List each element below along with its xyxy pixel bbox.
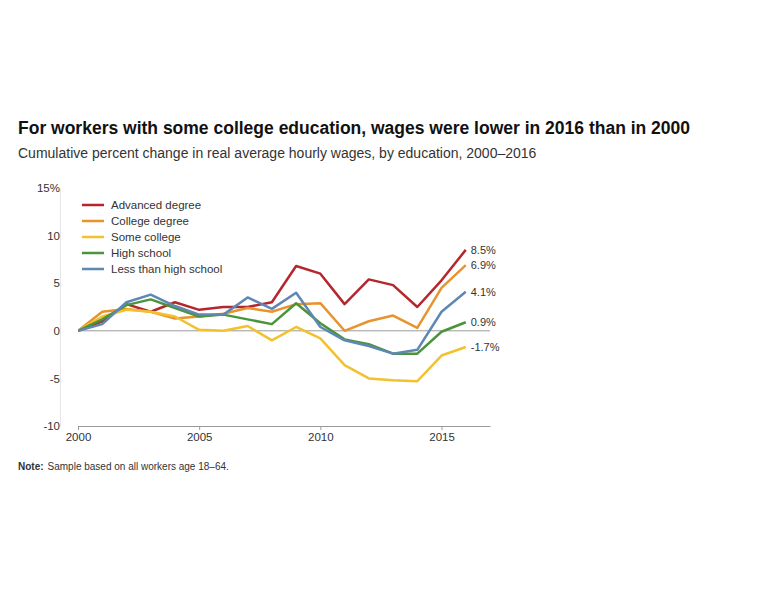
legend-label: Less than high school [111,263,222,275]
legend-swatch [82,220,104,223]
lines [78,250,466,381]
subtitle: Cumulative percent change in real averag… [18,145,537,161]
note-label: Note: [18,461,44,472]
y-tick-label: 5 [54,277,60,289]
y-tick-label: 15% [37,182,60,194]
data-label: 4.1% [471,286,496,298]
y-tick: 5 [54,277,60,289]
x-tick-label: 2010 [308,431,334,443]
legend-swatch [82,252,104,255]
x-tick: 2015 [429,426,455,443]
legend-swatch [82,204,104,207]
legend-label: College degree [111,215,189,227]
x-axis-line [79,426,491,427]
legend-label: Some college [111,231,181,243]
x-tick-mark [442,426,443,430]
x-axis: 2000 2005 2010 2015 [66,426,491,443]
x-tick-label: 2005 [187,431,213,443]
y-tick: -10 [43,420,60,432]
title: For workers with some college education,… [18,118,690,138]
series-line [78,310,466,381]
legend-swatch [82,268,104,271]
x-tick: 2000 [66,426,92,443]
data-label: 0.9% [471,316,496,328]
y-tick-label: 10 [47,230,60,242]
legend: Advanced degree College degree Some colleg… [82,199,222,275]
y-tick: 15% [37,182,60,194]
data-label: 8.5% [471,244,496,256]
y-tick: 0 [54,325,60,337]
y-tick: 10 [47,230,60,242]
chart: For workers with some college education,… [0,0,771,596]
data-label: 6.9% [471,259,496,271]
series-line [78,292,466,354]
y-tick: -5 [50,373,60,385]
x-tick-mark [78,426,79,430]
x-tick: 2005 [187,426,213,443]
y-tick-label: 0 [54,325,60,337]
legend-swatch [82,236,104,239]
x-tick-mark [199,426,200,430]
legend-label: High school [111,247,171,259]
note: Note: Sample based on all workers age 18–… [18,461,229,472]
y-tick-label: -5 [50,373,60,385]
x-tick-label: 2000 [66,431,92,443]
y-tick-label: -10 [43,420,60,432]
note-text: Sample based on all workers age 18–64. [48,461,229,472]
data-label: -1.7% [471,341,500,353]
y-axis: 15% 10 5 0 -5 -10 [37,182,61,432]
y-axis-line [60,189,61,427]
x-tick: 2010 [308,426,334,443]
x-tick-mark [320,426,321,430]
series-line [78,250,466,331]
legend-label: Advanced degree [111,199,201,211]
x-tick-label: 2015 [429,431,455,443]
